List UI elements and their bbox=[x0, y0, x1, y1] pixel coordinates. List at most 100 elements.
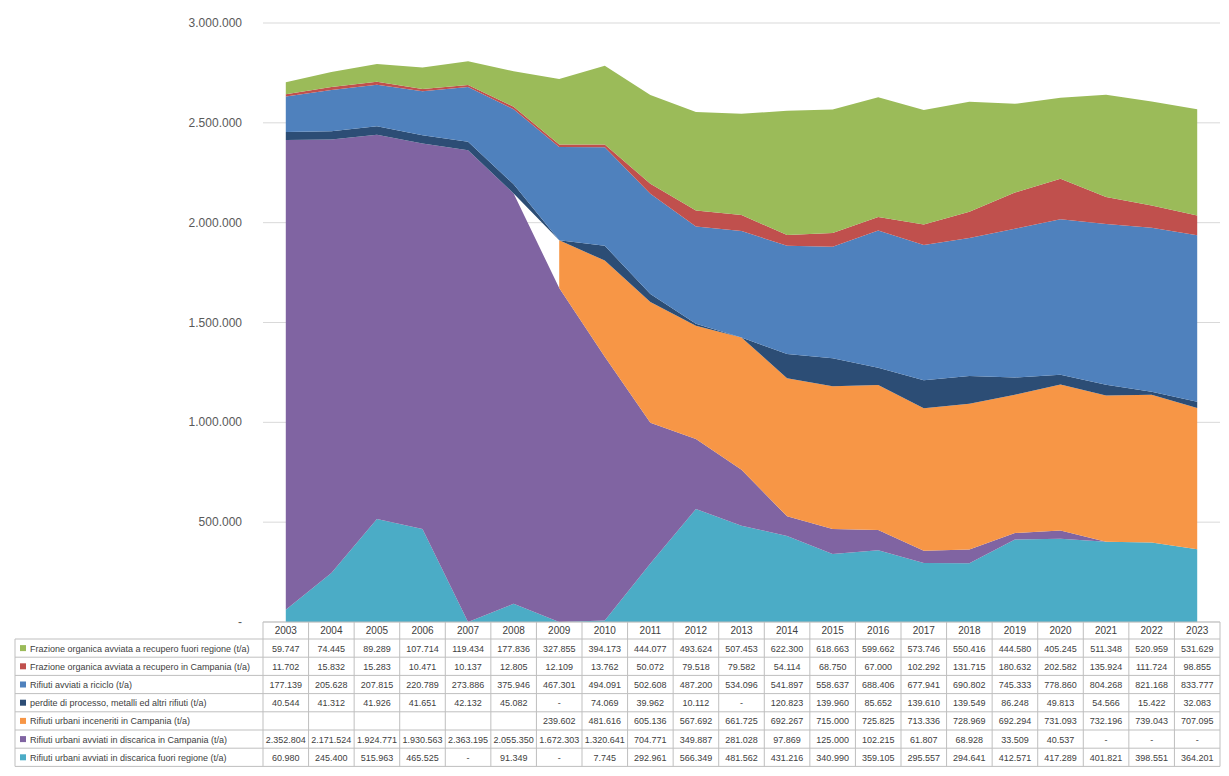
y-tick-label: - bbox=[238, 615, 242, 629]
data-label: 340.990 bbox=[816, 753, 849, 763]
table-line bbox=[15, 730, 1220, 731]
data-label: 833.777 bbox=[1181, 680, 1214, 690]
data-label: 42.132 bbox=[454, 698, 482, 708]
data-label: 68.928 bbox=[956, 735, 984, 745]
data-label: 558.637 bbox=[816, 680, 849, 690]
x-tick-label: 2005 bbox=[366, 625, 389, 636]
x-tick-label: 2004 bbox=[320, 625, 343, 636]
y-tick-label: 500.000 bbox=[199, 515, 243, 529]
data-label: 125.000 bbox=[816, 735, 849, 745]
table-line bbox=[15, 766, 1220, 767]
x-tick-label: 2012 bbox=[685, 625, 708, 636]
data-label: 85.652 bbox=[864, 698, 892, 708]
data-label: 677.941 bbox=[908, 680, 941, 690]
data-label: 599.662 bbox=[862, 644, 895, 654]
data-label: 520.959 bbox=[1135, 644, 1168, 654]
legend-swatch bbox=[20, 682, 26, 688]
data-label: 205.628 bbox=[315, 680, 348, 690]
x-tick-label: 2010 bbox=[594, 625, 617, 636]
data-label: 713.336 bbox=[908, 716, 941, 726]
data-label: 731.093 bbox=[1044, 716, 1077, 726]
data-label: 401.821 bbox=[1090, 753, 1123, 763]
table-line bbox=[809, 622, 810, 766]
x-tick-label: 2016 bbox=[867, 625, 890, 636]
data-label: 567.692 bbox=[680, 716, 713, 726]
x-tick-label: 2017 bbox=[913, 625, 936, 636]
data-label: 41.926 bbox=[363, 698, 391, 708]
table-line bbox=[15, 693, 1220, 694]
data-label: 120.823 bbox=[771, 698, 804, 708]
data-label: 605.136 bbox=[634, 716, 667, 726]
data-label: 41.312 bbox=[318, 698, 346, 708]
data-label: 10.112 bbox=[682, 698, 709, 708]
table-line bbox=[764, 622, 765, 766]
data-label: 398.551 bbox=[1135, 753, 1168, 763]
data-label: 502.608 bbox=[634, 680, 667, 690]
table-line bbox=[718, 622, 719, 766]
data-label: 327.855 bbox=[543, 644, 576, 654]
data-label: 89.289 bbox=[363, 644, 391, 654]
table-line bbox=[490, 622, 491, 766]
data-label: 180.632 bbox=[999, 662, 1032, 672]
table-line bbox=[992, 622, 993, 766]
data-label: 97.869 bbox=[773, 735, 801, 745]
data-label: 728.969 bbox=[953, 716, 986, 726]
data-label: - bbox=[558, 698, 561, 708]
data-label: 40.544 bbox=[272, 698, 300, 708]
data-label: 467.301 bbox=[543, 680, 576, 690]
legend-swatch bbox=[20, 663, 26, 669]
data-label: 2.171.524 bbox=[311, 735, 351, 745]
table-line bbox=[399, 622, 400, 766]
data-label: - bbox=[1150, 735, 1153, 745]
data-label: 715.000 bbox=[816, 716, 849, 726]
x-tick-label: 2021 bbox=[1095, 625, 1118, 636]
data-label: 481.616 bbox=[589, 716, 622, 726]
data-label: 202.582 bbox=[1044, 662, 1077, 672]
data-label: 622.300 bbox=[771, 644, 804, 654]
table-line bbox=[354, 622, 355, 766]
data-label: 2.055.350 bbox=[494, 735, 534, 745]
legend-label: perdite di processo, metalli ed altri ri… bbox=[30, 698, 207, 708]
data-label: 1.320.641 bbox=[585, 735, 625, 745]
data-label: 511.348 bbox=[1090, 644, 1122, 654]
table-line bbox=[1128, 622, 1129, 766]
data-label: 778.860 bbox=[1044, 680, 1077, 690]
table-line bbox=[946, 622, 947, 766]
table-line bbox=[15, 675, 1220, 676]
data-label: 86.248 bbox=[1001, 698, 1029, 708]
table-line bbox=[1083, 622, 1084, 766]
data-label: - bbox=[1196, 735, 1199, 745]
x-tick-label: 2013 bbox=[730, 625, 753, 636]
table-line bbox=[308, 622, 309, 766]
data-label: - bbox=[467, 753, 470, 763]
data-label: 59.747 bbox=[272, 644, 300, 654]
data-label: 177.139 bbox=[270, 680, 303, 690]
table-line bbox=[673, 622, 674, 766]
data-label: 12.805 bbox=[500, 662, 528, 672]
data-label: 493.624 bbox=[680, 644, 713, 654]
data-label: 207.815 bbox=[361, 680, 394, 690]
x-tick-label: 2018 bbox=[958, 625, 981, 636]
legend-swatch bbox=[20, 700, 26, 706]
table-line bbox=[15, 639, 1220, 640]
data-label: 98.855 bbox=[1183, 662, 1211, 672]
data-label: 281.028 bbox=[725, 735, 758, 745]
data-label: 566.349 bbox=[680, 753, 713, 763]
data-label: 531.629 bbox=[1181, 644, 1214, 654]
data-label: 804.268 bbox=[1090, 680, 1123, 690]
data-label: 725.825 bbox=[862, 716, 895, 726]
y-tick-label: 2.500.000 bbox=[189, 116, 243, 130]
legend-label: Rifiuti urbani avviati in discarica in C… bbox=[30, 735, 227, 745]
x-tick-label: 2020 bbox=[1049, 625, 1072, 636]
data-label: 294.641 bbox=[953, 753, 986, 763]
data-label: 119.434 bbox=[452, 644, 484, 654]
data-label: 91.349 bbox=[500, 753, 528, 763]
data-label: - bbox=[740, 698, 743, 708]
data-label: 60.980 bbox=[272, 753, 300, 763]
data-label: 359.105 bbox=[862, 753, 895, 763]
data-label: - bbox=[558, 753, 561, 763]
data-label: 135.924 bbox=[1090, 662, 1123, 672]
data-label: 541.897 bbox=[771, 680, 804, 690]
data-label: 102.215 bbox=[862, 735, 895, 745]
data-label: 573.746 bbox=[908, 644, 941, 654]
